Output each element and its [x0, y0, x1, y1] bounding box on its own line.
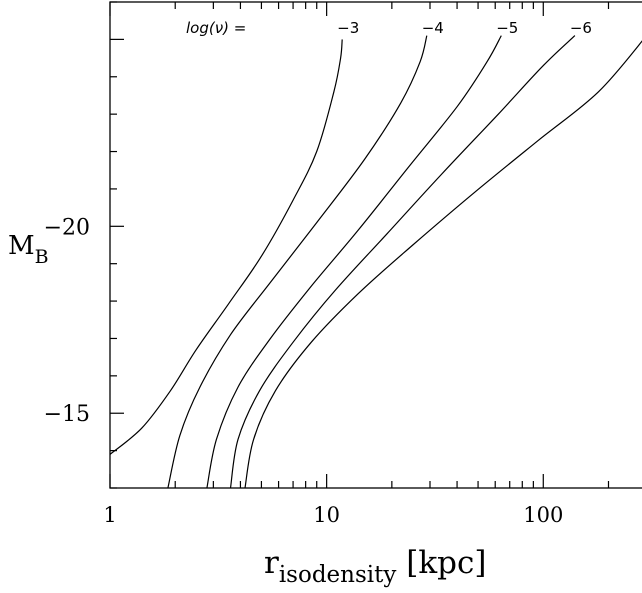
- curves: [109, 35, 642, 489]
- x-tick-label: 1: [103, 503, 116, 527]
- x-axis-title-unit: [kpc]: [396, 545, 486, 581]
- axis-ticks: 1 10 100 −20 −15: [44, 1, 610, 527]
- curve-label: −4: [422, 19, 444, 37]
- y-axis-title: MB: [8, 231, 49, 268]
- x-tick-label: 10: [313, 503, 340, 527]
- y-tick-label: −20: [44, 215, 90, 240]
- curve-label: −6: [570, 19, 592, 37]
- curve-label: −3: [337, 19, 359, 37]
- curve-log-nu-3: [109, 39, 343, 455]
- x-axis-title-main: r: [264, 545, 279, 581]
- curve-log-nu-5: [206, 35, 502, 489]
- curve-label: −5: [496, 19, 518, 37]
- curve-labels: log(ν) = −3−4−5−6−7: [186, 19, 642, 37]
- curve-log-nu-4: [167, 35, 428, 489]
- x-tick-label: 100: [523, 503, 563, 527]
- x-axis-title-sub: isodensity: [279, 562, 397, 588]
- legend-prefix: log(ν) =: [186, 19, 246, 37]
- y-axis-title-main: M: [8, 231, 35, 261]
- y-tick-label: −15: [44, 402, 90, 427]
- curve-log-nu-7: [244, 40, 642, 489]
- x-axis-title: risodensity [kpc]: [264, 545, 486, 588]
- y-axis-title-sub: B: [35, 246, 49, 268]
- curve-log-nu-6: [229, 35, 576, 489]
